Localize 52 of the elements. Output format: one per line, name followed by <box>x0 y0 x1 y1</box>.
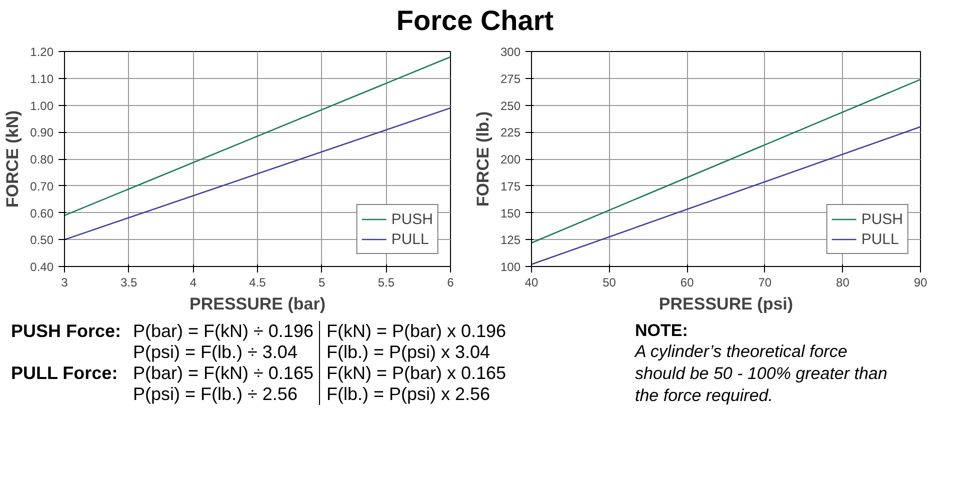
y-tick-label: 300 <box>500 45 521 59</box>
y-tick-label: 1.10 <box>30 72 54 86</box>
x-axis-title: PRESSURE (bar) <box>189 294 326 314</box>
y-axis-title: FORCE (kN) <box>3 110 22 208</box>
y-tick-label: 1.20 <box>30 45 54 59</box>
x-tick-label: 5 <box>318 276 326 290</box>
text: P(bar) = F(kN) ÷ 0.196 <box>132 321 314 342</box>
text: A cylinder’s theoretical force should be 50 - 100% greater than the force required. <box>635 341 888 408</box>
x-tick-label: 70 <box>758 276 772 290</box>
text: F(lb.) = P(psi) x 3.04 <box>320 342 512 363</box>
x-tick-label: 3.5 <box>120 276 138 290</box>
legend-label: PUSH <box>391 210 433 228</box>
y-tick-label: 0.90 <box>30 126 54 140</box>
y-tick-label: 0.70 <box>30 179 54 194</box>
y-tick-label: 125 <box>500 233 521 248</box>
x-tick-label: 6 <box>447 276 454 290</box>
y-tick-label: 200 <box>500 152 521 166</box>
y-tick-label: 250 <box>500 98 521 113</box>
y-tick-label: 275 <box>500 72 521 86</box>
y-axis-title: FORCE (lb.) <box>473 111 492 207</box>
text: NOTE: <box>635 321 689 341</box>
legend-label: PUSH <box>861 210 903 228</box>
text: F(lb.) = P(psi) x 2.56 <box>320 384 512 405</box>
legend-label: PULL <box>861 230 899 248</box>
text: F(kN) = P(bar) x 0.196 <box>320 321 512 342</box>
x-tick-label: 60 <box>680 276 694 290</box>
x-tick-label: 50 <box>602 276 616 290</box>
x-tick-label: 90 <box>914 276 928 290</box>
y-tick-label: 0.40 <box>30 260 54 274</box>
y-tick-label: 225 <box>500 126 521 140</box>
y-tick-label: 0.60 <box>30 206 54 220</box>
y-tick-label: 0.50 <box>30 233 54 248</box>
y-tick-label: 0.80 <box>30 152 54 166</box>
x-tick-label: 5.5 <box>378 276 395 290</box>
text: P(psi) = F(lb.) ÷ 2.56 <box>132 384 298 405</box>
y-tick-label: 175 <box>500 179 521 194</box>
legend-label: PULL <box>391 230 429 248</box>
text: P(psi) = F(lb.) ÷ 3.04 <box>132 342 298 363</box>
y-tick-label: 1.00 <box>30 98 54 113</box>
x-tick-label: 4.5 <box>249 276 266 290</box>
x-tick-label: 3 <box>61 276 68 290</box>
chart-title: Force Chart <box>395 5 555 37</box>
y-tick-label: 150 <box>500 206 521 220</box>
x-tick-label: 40 <box>524 276 538 290</box>
text: F(kN) = P(bar) x 0.165 <box>320 363 512 384</box>
x-tick-label: 80 <box>836 276 850 290</box>
x-tick-label: 4 <box>190 276 197 290</box>
text: PUSH Force: <box>10 321 122 342</box>
y-tick-label: 100 <box>500 260 521 274</box>
text: P(bar) = F(kN) ÷ 0.165 <box>132 363 314 384</box>
text: PULL Force: <box>10 363 119 384</box>
x-axis-title: PRESSURE (psi) <box>658 294 794 314</box>
